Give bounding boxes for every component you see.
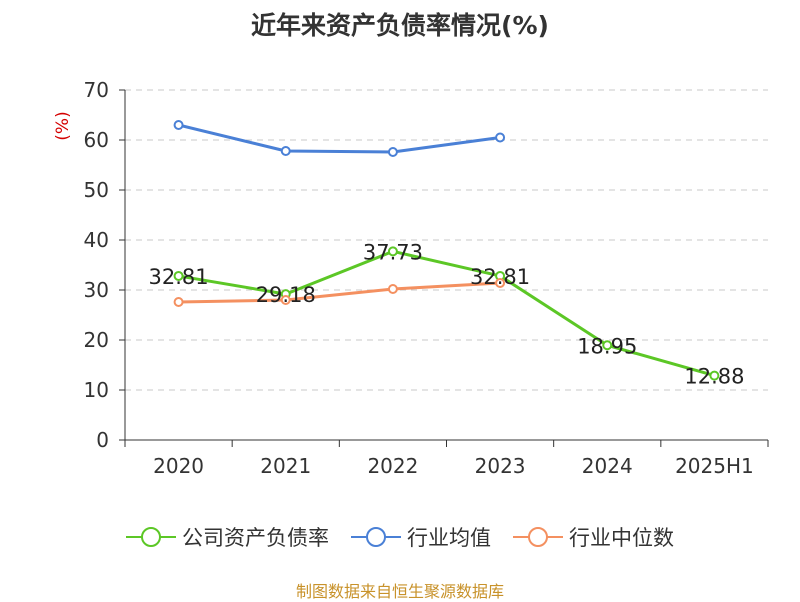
x-tick-label: 2021 <box>260 454 311 478</box>
data-point <box>387 246 398 257</box>
series-layer <box>173 120 720 381</box>
source-note: 制图数据来自恒生聚源数据库 <box>295 582 504 601</box>
legend-item-industry-avg[interactable]: 行业均值 <box>351 522 491 552</box>
data-point <box>280 146 291 156</box>
y-tick-label: 10 <box>84 378 109 402</box>
y-tick-label: 40 <box>84 228 109 252</box>
legend-item-industry-median[interactable]: 行业中位数 <box>513 522 674 552</box>
legend-item-company[interactable]: 公司资产负债率 <box>126 522 329 552</box>
y-axis-title: (%) <box>53 111 73 140</box>
data-point <box>495 278 506 288</box>
data-label: 12.88 <box>684 365 744 389</box>
data-label: 18.95 <box>577 334 637 358</box>
series-line <box>178 123 501 154</box>
data-label-layer: 32.81 29.18 37.73 32.81 18.95 12.88 <box>149 240 745 388</box>
y-tick-label: 20 <box>84 328 109 352</box>
x-tick-label: 2020 <box>153 454 204 478</box>
y-tick-label: 50 <box>84 178 109 202</box>
data-point <box>602 340 613 351</box>
data-label: 32.81 <box>470 265 530 289</box>
y-tick-label: 60 <box>84 128 109 152</box>
axis-layer: 0 10 20 30 40 50 60 70 2020 2021 2022 2023 2024 2025H… <box>84 78 769 478</box>
legend-label: 行业中位数 <box>569 526 674 550</box>
legend-line-circle-icon <box>351 527 401 547</box>
y-tick-label: 0 <box>96 428 109 452</box>
data-point <box>495 132 506 143</box>
data-label: 37.73 <box>363 240 423 264</box>
data-point <box>709 370 720 381</box>
legend-label: 公司资产负债率 <box>182 526 329 550</box>
data-point <box>173 297 184 307</box>
x-tick-label: 2022 <box>367 454 418 478</box>
y-tick-label: 70 <box>84 78 109 102</box>
data-point <box>173 270 184 281</box>
grid-layer <box>125 89 768 391</box>
x-tick-label: 2023 <box>475 454 526 478</box>
legend-line-circle-icon <box>126 527 176 547</box>
x-tick-label: 2025H1 <box>675 454 754 478</box>
x-tick-label: 2024 <box>582 454 633 478</box>
data-label: 32.81 <box>149 265 209 289</box>
legend: 公司资产负债率 行业均值 行业中位数 <box>0 520 800 554</box>
legend-line-circle-icon <box>513 527 563 547</box>
data-point <box>387 284 398 294</box>
series-line <box>178 249 715 378</box>
data-point <box>387 147 398 157</box>
chart-title: 近年来资产负债率情况(%) <box>251 11 549 40</box>
legend-label: 行业均值 <box>407 526 491 550</box>
y-tick-label: 30 <box>84 278 109 302</box>
data-point <box>173 120 184 130</box>
data-point <box>280 295 291 305</box>
data-label: 29.18 <box>256 283 316 307</box>
series-line <box>178 281 501 304</box>
